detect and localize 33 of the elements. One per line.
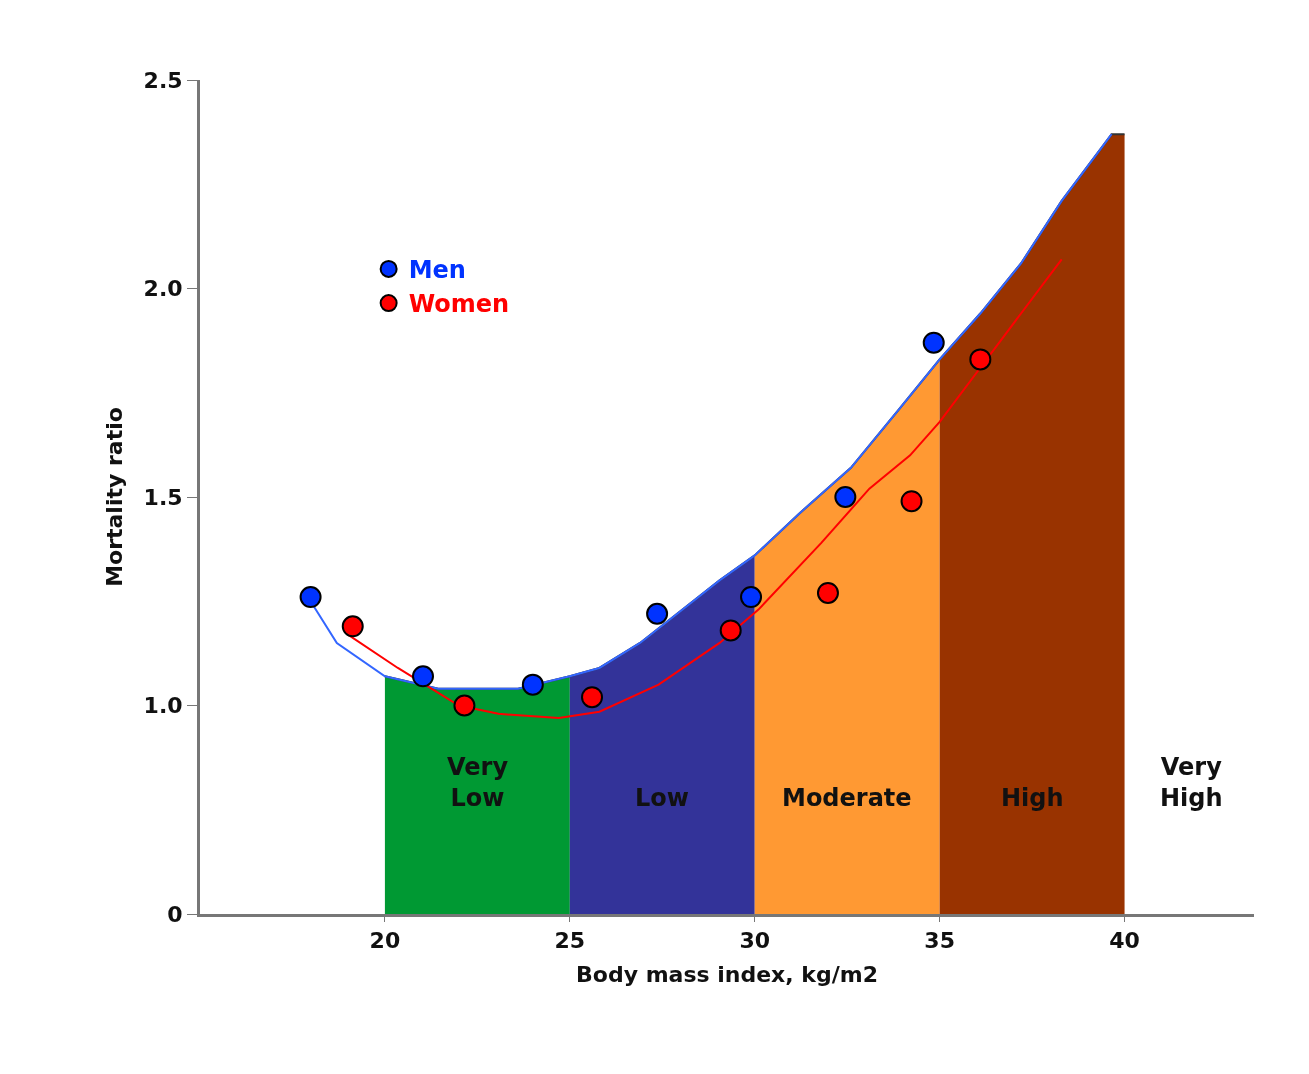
legend-label: Women [408,290,510,319]
point [719,619,742,642]
y-tick-label: 2.5 [143,67,183,93]
y-tick-label: 1.0 [143,693,183,719]
x-tick-label: 40 [1109,928,1140,954]
x-tick-label: 25 [554,928,586,954]
x-tick-label: 20 [369,928,401,954]
point [834,486,857,508]
annotation: Very Low [447,753,509,813]
point [521,673,544,696]
annotation: Low [635,784,689,812]
y-axis-title: Mortality ratio [102,407,128,587]
point [900,490,923,513]
point [646,602,669,625]
point [341,615,364,638]
y-tick-label: 1.5 [143,484,183,510]
point [816,581,839,604]
x-axis-title: Body mass index, kg/m2 [576,962,878,988]
point [299,586,322,609]
x-tick-label: 35 [924,928,955,954]
point [922,331,945,354]
y-tick-label: 0 [167,901,183,927]
point [412,665,434,688]
x-tick-label: 30 [739,928,771,954]
legend-label: Men [408,256,466,285]
point [740,586,763,609]
annotation: High [1001,784,1064,812]
point [453,694,476,717]
point [969,348,992,371]
annotation: Moderate [782,784,912,812]
y-tick-label: 2.0 [143,276,183,302]
point [581,686,604,709]
annotation: Very High [1160,753,1223,813]
